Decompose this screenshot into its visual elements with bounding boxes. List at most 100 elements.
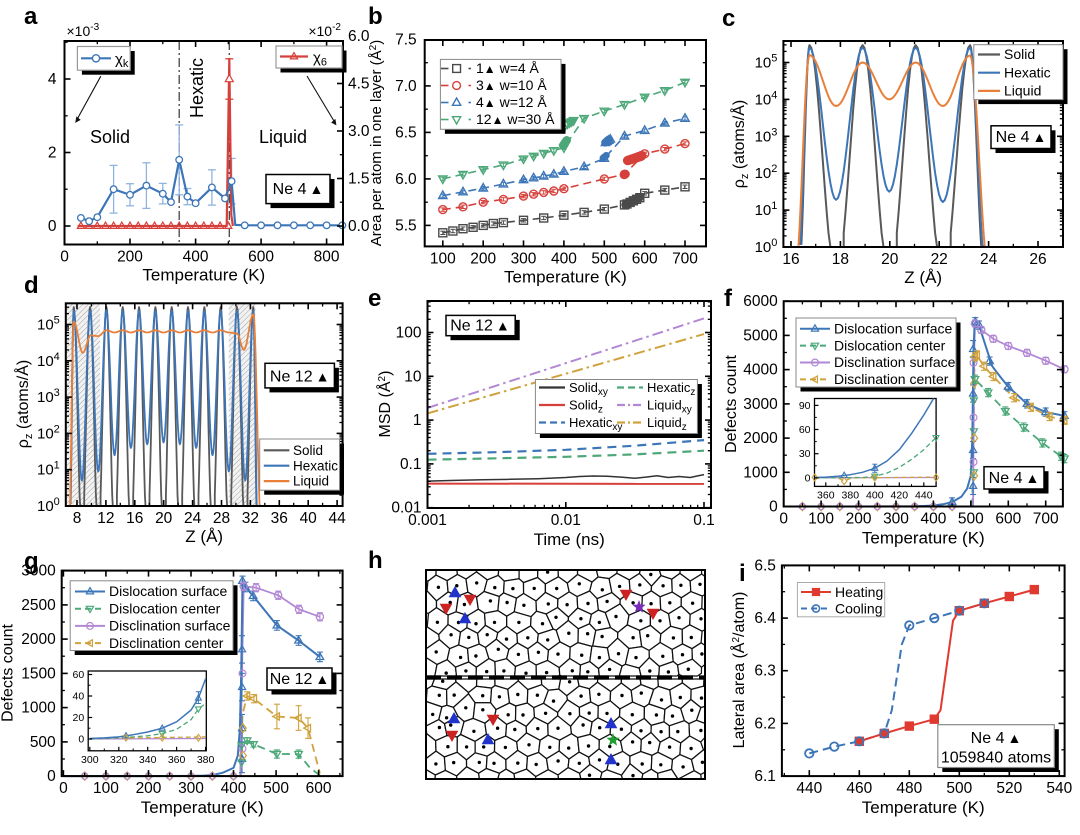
svg-text:20: 20 <box>155 510 173 527</box>
svg-text:3000: 3000 <box>21 563 56 580</box>
svg-text:i: i <box>739 560 746 587</box>
svg-text:2500: 2500 <box>21 597 56 614</box>
svg-text:f: f <box>724 285 733 312</box>
svg-text:800: 800 <box>314 249 340 266</box>
svg-text:Dislocation center: Dislocation center <box>834 337 946 353</box>
svg-text:300: 300 <box>511 250 537 267</box>
svg-text:600: 600 <box>306 780 332 797</box>
svg-text:6.5: 6.5 <box>395 124 417 141</box>
svg-text:Dislocation center: Dislocation center <box>109 600 221 616</box>
svg-text:36: 36 <box>271 510 288 527</box>
svg-text:0: 0 <box>47 768 56 785</box>
svg-text:Lateral area (Å2/atom): Lateral area (Å2/atom) <box>729 592 748 749</box>
svg-text:12: 12 <box>97 510 114 527</box>
svg-text:0.01: 0.01 <box>551 512 581 529</box>
svg-text:18: 18 <box>832 251 849 268</box>
svg-text:1000: 1000 <box>743 464 778 481</box>
svg-text:12▲ w=30 Å: 12▲ w=30 Å <box>476 111 555 127</box>
svg-text:4▲ w=12 Å: 4▲ w=12 Å <box>476 94 547 110</box>
svg-text:20: 20 <box>73 712 85 724</box>
svg-text:100: 100 <box>808 511 834 528</box>
svg-text:Ne 4▲: Ne 4 ▲ <box>996 129 1047 146</box>
svg-text:30: 30 <box>799 448 811 460</box>
svg-text:6.1: 6.1 <box>754 768 776 785</box>
svg-text:700: 700 <box>1033 511 1059 528</box>
svg-text:500: 500 <box>946 780 972 797</box>
svg-text:0: 0 <box>78 734 84 746</box>
svg-text:5.5: 5.5 <box>395 217 417 234</box>
svg-text:Disclination center: Disclination center <box>834 371 949 387</box>
svg-text:Ne 12▲: Ne 12 ▲ <box>450 318 510 335</box>
svg-text:1▲ w=4 Å: 1▲ w=4 Å <box>476 60 540 76</box>
svg-text:300: 300 <box>178 780 204 797</box>
svg-text:7.0: 7.0 <box>395 78 417 95</box>
svg-text:200: 200 <box>846 511 872 528</box>
svg-text:6.4: 6.4 <box>754 610 776 627</box>
svg-text:Ne 4▲: Ne 4 ▲ <box>989 470 1040 487</box>
svg-text:0.1: 0.1 <box>693 512 715 529</box>
svg-text:500: 500 <box>958 511 984 528</box>
svg-text:3▲ w=10 Å: 3▲ w=10 Å <box>476 77 547 93</box>
svg-text:0: 0 <box>805 472 811 484</box>
svg-text:0: 0 <box>59 780 68 797</box>
svg-text:500: 500 <box>30 734 56 751</box>
svg-text:Solid: Solid <box>90 127 130 147</box>
svg-text:Liquidxy: Liquidxy <box>647 398 692 416</box>
svg-text:380: 380 <box>197 754 215 766</box>
svg-text:460: 460 <box>846 780 872 797</box>
svg-text:22: 22 <box>931 251 948 268</box>
svg-text:0: 0 <box>60 249 69 266</box>
svg-text:24: 24 <box>980 251 998 268</box>
svg-text:Temperature (K): Temperature (K) <box>862 529 985 548</box>
svg-text:100: 100 <box>430 250 456 267</box>
svg-text:Ne 12▲: Ne 12 ▲ <box>270 671 330 688</box>
svg-text:Dislocation surface: Dislocation surface <box>834 320 952 336</box>
svg-text:0: 0 <box>769 499 778 516</box>
svg-text:0: 0 <box>779 511 788 528</box>
svg-text:ρz (atoms/Å): ρz (atoms/Å) <box>729 100 751 188</box>
svg-text:600: 600 <box>995 511 1021 528</box>
svg-text:380: 380 <box>842 489 860 501</box>
svg-text:60: 60 <box>73 669 85 681</box>
svg-text:26: 26 <box>1029 251 1046 268</box>
svg-text:540: 540 <box>1046 780 1072 797</box>
svg-text:Liquid: Liquid <box>293 474 329 489</box>
svg-text:0.01: 0.01 <box>391 500 421 517</box>
svg-text:0.001: 0.001 <box>408 512 447 529</box>
svg-text:32: 32 <box>242 510 259 527</box>
svg-text:400: 400 <box>221 780 247 797</box>
svg-text:Disclination surface: Disclination surface <box>834 354 956 370</box>
svg-text:700: 700 <box>672 250 698 267</box>
svg-text:400: 400 <box>866 489 884 501</box>
svg-text:40: 40 <box>300 510 318 527</box>
svg-text:300: 300 <box>81 754 99 766</box>
svg-text:8: 8 <box>73 510 82 527</box>
svg-text:5000: 5000 <box>743 327 778 344</box>
svg-text:Hexaticz: Hexaticz <box>647 380 695 398</box>
svg-text:4.5: 4.5 <box>348 76 370 93</box>
svg-text:24: 24 <box>184 510 202 527</box>
svg-text:400: 400 <box>183 249 209 266</box>
svg-text:1.5: 1.5 <box>348 171 370 188</box>
svg-text:Hexatic: Hexatic <box>187 58 207 118</box>
svg-text:Disclination center: Disclination center <box>109 635 224 651</box>
svg-text:320: 320 <box>110 754 128 766</box>
svg-text:Solidz: Solidz <box>569 398 603 416</box>
svg-text:Solid: Solid <box>293 443 323 458</box>
svg-text:0.1: 0.1 <box>400 456 422 473</box>
svg-text:Hexaticxy: Hexaticxy <box>569 415 622 433</box>
svg-text:2000: 2000 <box>21 631 56 648</box>
svg-text:520: 520 <box>996 780 1022 797</box>
svg-text:Liquid: Liquid <box>259 127 307 147</box>
svg-text:MSD (Å2): MSD (Å2) <box>375 371 394 438</box>
svg-text:4: 4 <box>48 71 57 88</box>
svg-text:c: c <box>722 5 735 32</box>
svg-text:600: 600 <box>632 250 658 267</box>
svg-text:Z (Å): Z (Å) <box>904 268 942 287</box>
svg-text:Temperature (K): Temperature (K) <box>141 798 264 817</box>
svg-text:Solid: Solid <box>1004 46 1035 62</box>
svg-text:100: 100 <box>93 780 119 797</box>
svg-text:a: a <box>24 3 38 30</box>
svg-text:200: 200 <box>117 249 143 266</box>
svg-text:Heating: Heating <box>835 584 883 600</box>
